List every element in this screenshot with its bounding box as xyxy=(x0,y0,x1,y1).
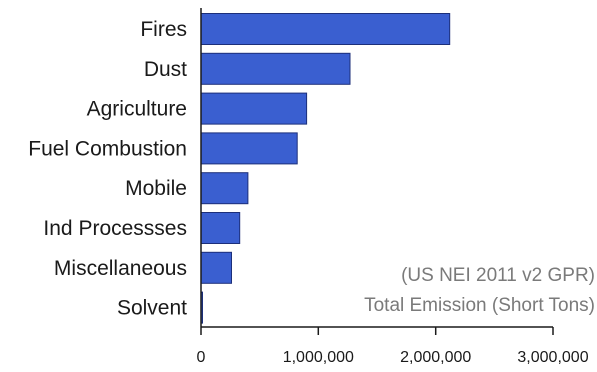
bar-mobile xyxy=(200,172,249,205)
x-tick-label-0: 0 xyxy=(197,349,206,366)
x-tick-label-2: 2,000,000 xyxy=(400,349,471,366)
category-label-mobile: Mobile xyxy=(125,177,187,200)
bars-layer xyxy=(200,13,451,324)
x-tick-label-3: 3,000,000 xyxy=(517,349,588,366)
x-tick-label-1: 1,000,000 xyxy=(283,349,354,366)
category-label-ind-processses: Ind Processses xyxy=(43,217,187,240)
annotation-units: Total Emission (Short Tons) xyxy=(364,295,595,316)
bar-dust xyxy=(200,52,351,85)
bar-agriculture xyxy=(200,92,308,125)
category-label-miscellaneous: Miscellaneous xyxy=(54,257,187,280)
category-label-dust: Dust xyxy=(144,58,187,81)
bar-fires xyxy=(200,13,451,45)
category-label-agriculture: Agriculture xyxy=(87,98,187,121)
annotation-source: (US NEI 2011 v2 GPR) xyxy=(401,265,595,286)
category-label-solvent: Solvent xyxy=(117,297,187,320)
bar-ind-processses xyxy=(200,212,241,244)
x-axis-ticks xyxy=(200,327,554,335)
bar-miscellaneous xyxy=(200,251,232,284)
category-labels: Fires Dust Agriculture Fuel Combustion Mobil… xyxy=(28,18,187,320)
bar-fuel-combustion xyxy=(200,132,298,165)
category-label-fires: Fires xyxy=(140,18,187,41)
x-axis-tick-labels: 0 1,000,000 2,000,000 3,000,000 xyxy=(197,349,589,366)
category-label-fuel-combustion: Fuel Combustion xyxy=(28,137,187,160)
